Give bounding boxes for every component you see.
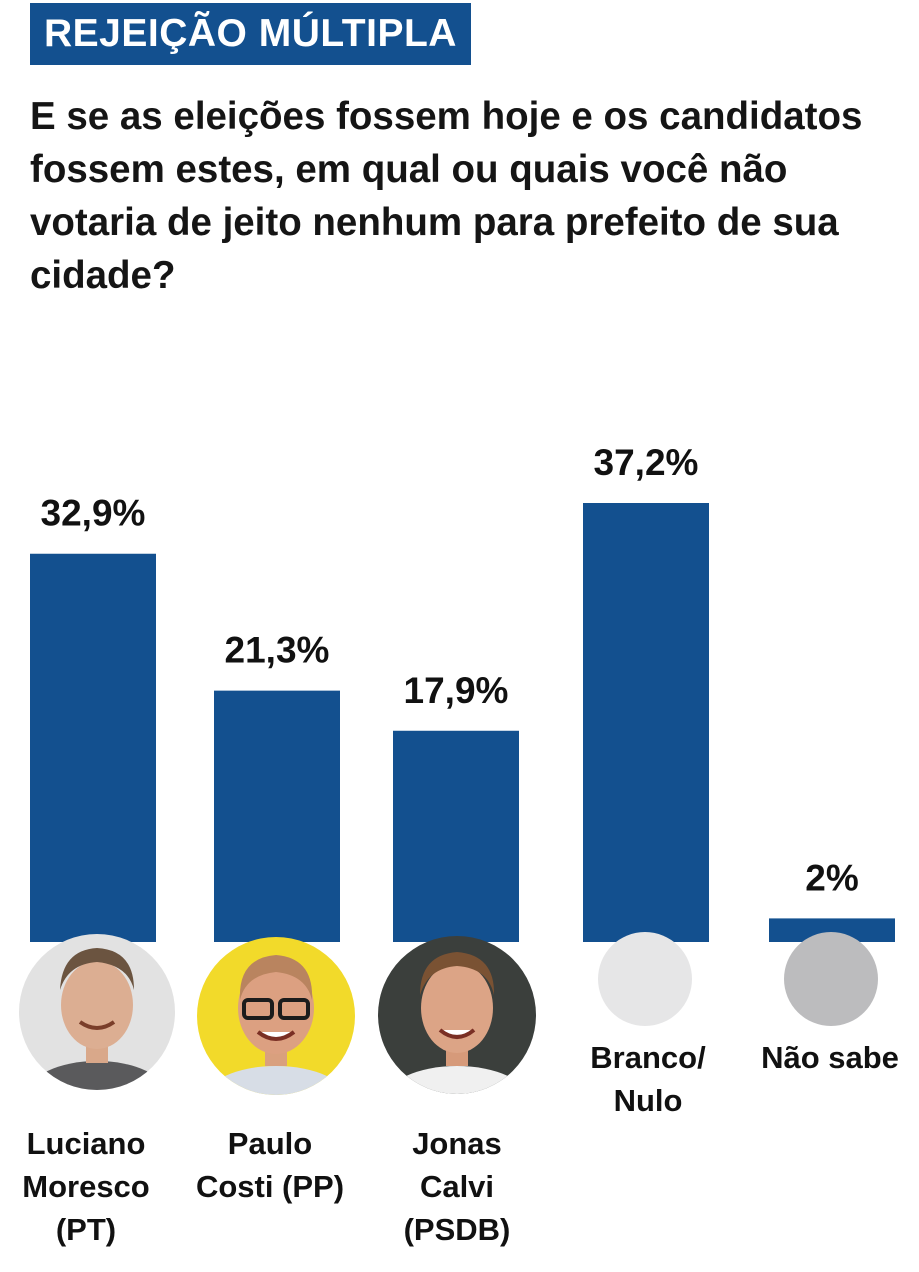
nao-sabe-icon [784,932,878,1026]
bar-4 [769,918,895,942]
candidate-photo-paulo [197,937,355,1095]
category-label-paulo: Paulo Costi (PP) [195,1126,345,1204]
category-label-jonas: Jonas Calvi (PSDB) [403,1126,511,1247]
bar-3 [583,503,709,942]
bar-value-label-0: 32,9% [41,493,146,534]
section-tag-text: REJEIÇÃO MÚLTIPLA [44,12,457,55]
category-label-luciano: Luciano Moresco (PT) [22,1126,150,1247]
bar-value-label-3: 37,2% [594,442,699,483]
bar-value-label-2: 17,9% [404,670,509,711]
candidate-photo-luciano [19,934,175,1090]
candidate-photo-jonas [378,936,536,1094]
category-label-nao-sabe: Não sabe [761,1040,899,1075]
bar-2 [393,730,519,942]
category-label-branco-nulo: Branco/ Nulo [590,1040,706,1118]
bar-0 [30,553,156,942]
bar-value-label-4: 2% [805,857,858,898]
bar-1 [214,690,340,942]
branco-nulo-icon [598,932,692,1026]
section-tag: REJEIÇÃO MÚLTIPLA [30,3,471,65]
survey-question: E se as eleições fossem hoje e os candid… [30,95,863,297]
bar-value-label-1: 21,3% [225,630,330,671]
